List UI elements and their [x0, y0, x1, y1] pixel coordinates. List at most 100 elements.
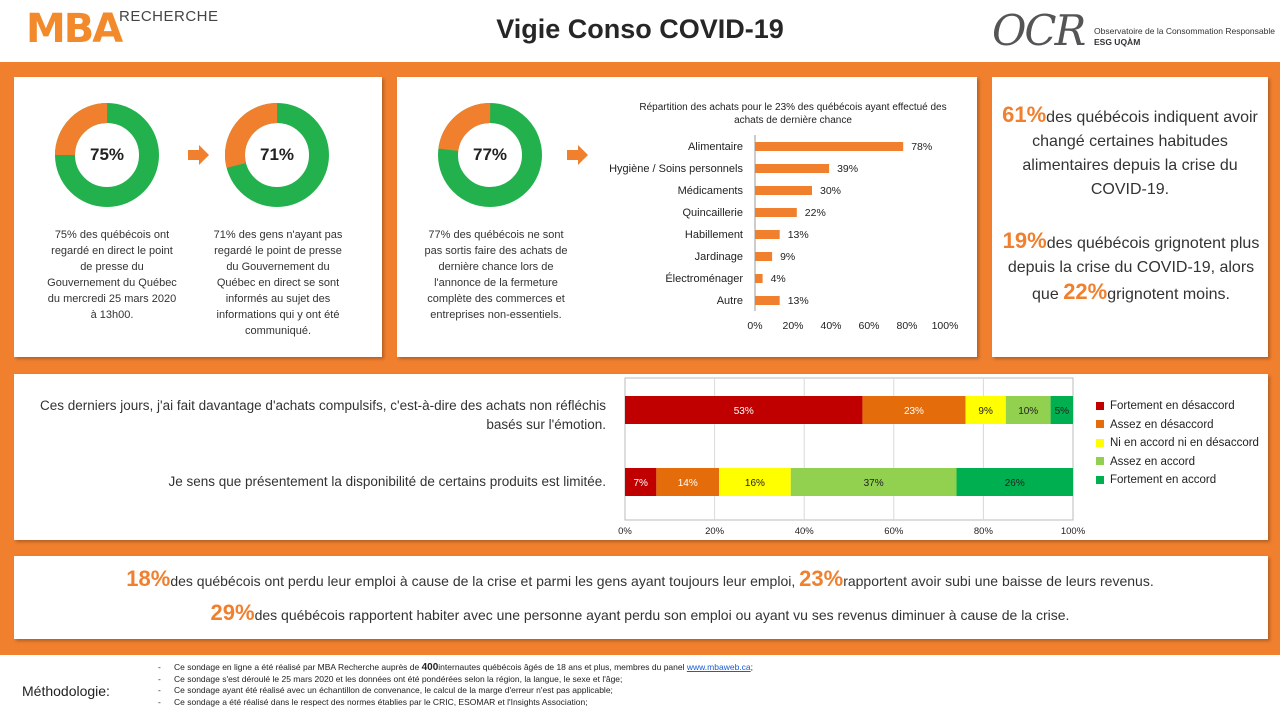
stat-snacking-less-pct: 22%: [1063, 279, 1108, 304]
bar-category-label: Hygiène / Soins personnels: [609, 163, 743, 175]
bar-category-label: Électroménager: [665, 272, 743, 285]
legend-swatch: [1096, 438, 1104, 447]
arrow-1-icon: [199, 145, 209, 165]
legend-swatch: [1096, 401, 1104, 410]
stacked-segment: [956, 468, 1073, 496]
methodology-item-2: Ce sondage s'est déroulé le 25 mars 2020…: [158, 674, 753, 686]
bar-category-label: Alimentaire: [688, 141, 743, 153]
donut-2-text: 71% des gens n'ayant pas regardé le poin…: [213, 229, 343, 337]
bar: [755, 164, 830, 173]
stat-snacking: 19%des québécois grignotent plus depuis …: [1000, 229, 1262, 307]
orange-band: 75% 75% des québécois ont regardé en dir…: [0, 62, 1280, 655]
legend-label: Assez en désaccord: [1110, 418, 1214, 431]
donut-1: [55, 103, 159, 207]
donut-2-label: 71%: [259, 145, 295, 164]
panel-food-stats: 61%des québécois indiquent avoir changé …: [992, 77, 1268, 357]
agreement-legend: Fortement en désaccord Assez en désaccord…: [1090, 400, 1268, 520]
stacked-segment-label: 5%: [1055, 406, 1070, 417]
stacked-segment-label: 7%: [633, 478, 648, 489]
stacked-segment-label: 37%: [864, 478, 884, 489]
methodology-list: Ce sondage en ligne a été réalisé par MB…: [158, 662, 753, 708]
legend-swatch: [1096, 457, 1104, 466]
panel-agreement: Ces derniers jours, j'ai fait davantage …: [14, 374, 1268, 540]
bar-category-label: Jardinage: [695, 251, 743, 263]
employment-lost-text: des québécois ont perdu leur emploi à ca…: [170, 573, 796, 589]
stacked-frame: [624, 377, 1074, 521]
bar-value-label: 13%: [788, 229, 809, 241]
question-availability: Je sens que présentement la disponibilit…: [168, 474, 607, 489]
stacked-segment: [965, 396, 1006, 424]
donut-1-text: 75% des québécois ont regardé en direct …: [47, 229, 177, 321]
bar-x-tick-label: 0%: [747, 320, 762, 332]
stacked-segment-label: 10%: [1018, 406, 1038, 417]
donut-3: [438, 103, 542, 207]
employment-lost-pct: 18%: [126, 566, 171, 591]
bar-value-label: 39%: [837, 163, 858, 175]
panel-last-chance: 77% 77% des québécois ne sont pas sortis…: [397, 77, 977, 357]
bar-chart-title-line1: Répartition des achats pour le 23% des q…: [639, 102, 946, 113]
stacked-segment: [625, 468, 657, 496]
bar-x-tick-label: 80%: [896, 320, 917, 332]
bar: [755, 230, 780, 239]
stacked-segment: [862, 396, 966, 424]
ocr-logo: OCR: [992, 6, 1086, 55]
stacked-segment: [790, 468, 957, 496]
bar: [755, 208, 797, 217]
bar-value-label: 4%: [771, 273, 786, 285]
ocr-logo-sub2: ESG UQÀM: [1094, 37, 1141, 47]
stacked-segment: [625, 396, 863, 424]
methodology-item-3: Ce sondage ayant été réalisé avec un éch…: [158, 685, 753, 697]
bar-value-label: 22%: [805, 207, 826, 219]
bar: [755, 252, 773, 261]
methodology-item-1-c: internautes québécois âgés de 18 ans et …: [438, 662, 687, 672]
header: [0, 0, 1280, 60]
arrow-1-shaft: [188, 150, 200, 160]
bar-chart-title-line2: achats de dernière chance: [734, 115, 852, 126]
arrow-2-shaft: [567, 150, 579, 160]
methodology-label: Méthodologie:: [22, 683, 110, 699]
stacked-x-tick-label: 80%: [974, 526, 994, 537]
panel-donuts-info: 75% 75% des québécois ont regardé en dir…: [14, 77, 382, 357]
donut-3-label: 77%: [472, 145, 508, 164]
bar-category-label: Autre: [717, 295, 743, 307]
bar-x-tick-label: 60%: [858, 320, 879, 332]
legend-item: Assez en accord: [1096, 456, 1195, 468]
household-pct: 29%: [210, 600, 255, 625]
panel-employment: 18%des québécois ont perdu leur emploi à…: [14, 556, 1268, 639]
bar-value-label: 9%: [780, 251, 795, 263]
legend-item: Fortement en désaccord: [1096, 400, 1235, 412]
employment-line-1: 18%des québécois ont perdu leur emploi à…: [0, 566, 1280, 592]
stat-snacking-more-pct: 19%: [1002, 228, 1047, 253]
stacked-x-tick-label: 20%: [705, 526, 725, 537]
mba-logo-sub: RECHERCHE: [119, 8, 219, 25]
bar: [755, 274, 763, 283]
methodology-item-4: Ce sondage a été réalisé dans le respect…: [158, 697, 753, 709]
ocr-logo-sub1: Observatoire de la Consommation Responsa…: [1094, 26, 1275, 36]
stacked-x-tick-label: 0%: [618, 526, 632, 537]
income-drop-text: rapportent avoir subi une baisse de leur…: [843, 573, 1154, 589]
stacked-segment: [1005, 396, 1051, 424]
bar-value-label: 13%: [788, 295, 809, 307]
bar-category-label: Médicaments: [678, 185, 744, 197]
stacked-segment-label: 23%: [904, 406, 924, 417]
arrow-2-icon: [578, 145, 588, 165]
stacked-segment-label: 9%: [978, 406, 993, 417]
stacked-segment: [1050, 396, 1073, 424]
bar-category-label: Habillement: [685, 229, 743, 241]
legend-label: Ni en accord ni en désaccord: [1110, 437, 1259, 449]
legend-label: Fortement en accord: [1110, 474, 1217, 486]
employment-line-2: 29%des québécois rapportent habiter avec…: [0, 600, 1280, 626]
stacked-segment-label: 16%: [745, 478, 765, 489]
methodology-link[interactable]: www.mbaweb.ca: [686, 662, 751, 672]
legend-label: Assez en accord: [1110, 455, 1196, 468]
stat-food-habits-pct: 61%: [1002, 102, 1047, 127]
bar-category-label: Quincaillerie: [682, 207, 743, 219]
methodology-item-1-count: 400: [421, 662, 439, 673]
purchases-bar-chart: Répartition des achats pour le 23% des q…: [609, 102, 958, 332]
page-title: Vigie Conso COVID-19: [496, 14, 784, 44]
agreement-stacked-chart: 0% 20% 40% 60% 80% 100% 53% 23% 9% 10% 5% 7% 14% 16% 3…: [618, 377, 1086, 537]
legend-label: Fortement en désaccord: [1110, 400, 1235, 412]
household-text: des québécois rapportent habiter avec un…: [254, 607, 1070, 623]
methodology-item-1-d: ;: [750, 662, 754, 672]
donut-3-text: 77% des québécois ne sont pas sortis fai…: [424, 229, 568, 321]
